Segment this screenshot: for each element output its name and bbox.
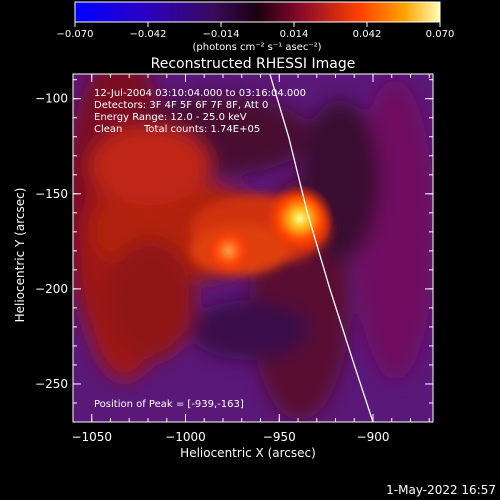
annotation-detectors: Detectors: 3F 4F 5F 6F 7F 8F, Att 0 <box>94 100 268 111</box>
peak-source-main <box>265 184 334 253</box>
colorbar-tick-label: −0.070 <box>56 29 93 40</box>
colorbar-tick-label: 0.014 <box>280 29 309 40</box>
y-tick-label: −150 <box>35 187 68 201</box>
x-tick-label: −1050 <box>71 430 112 444</box>
heatmap-image <box>73 74 433 422</box>
plot-frame <box>72 73 434 423</box>
chart-title: Reconstructed RHESSI Image <box>151 56 356 72</box>
colorbar-units: (photons cm⁻² s⁻¹ asec⁻²) <box>192 42 321 53</box>
colorbar-tick-label: 0.070 <box>426 29 455 40</box>
x-axis-label: Heliocentric X (arcsec) <box>180 446 316 460</box>
footer-date: 1-May-2022 16:57 <box>386 483 496 497</box>
peak-source-secondary <box>206 228 251 273</box>
annotation-energy-range: Energy Range: 12.0 - 25.0 keV <box>94 112 247 123</box>
y-axis-ticks: −100 −150 −200 −250 <box>35 79 433 404</box>
colorbar-tick-label: −0.014 <box>202 29 239 40</box>
annotation-total-counts: Total counts: 1.74E+05 <box>143 124 260 135</box>
solar-limb-curve <box>269 74 374 422</box>
annotation-peak-position: Position of Peak = [-939,-163] <box>94 399 244 410</box>
annotation-clean: Clean <box>94 124 122 135</box>
colorbar-tick-label: 0.042 <box>353 29 382 40</box>
x-axis-ticks: −1050 −1000 −950 −900 <box>71 74 430 444</box>
annotation-time-range: 12-Jul-2004 03:10:04.000 to 03:16:04.000 <box>94 88 306 99</box>
x-tick-label: −950 <box>263 430 296 444</box>
colorbar-tick-label: −0.042 <box>129 29 166 40</box>
x-tick-label: −900 <box>357 430 390 444</box>
y-tick-label: −250 <box>35 377 68 391</box>
colorbar <box>74 1 441 23</box>
y-tick-label: −100 <box>35 92 68 106</box>
y-tick-label: −200 <box>35 282 68 296</box>
y-axis-label: Heliocentric Y (arcsec) <box>13 188 27 323</box>
x-tick-label: −1000 <box>165 430 206 444</box>
colorbar-ticks: −0.070 −0.042 −0.014 0.014 0.042 0.070 <box>56 22 454 40</box>
